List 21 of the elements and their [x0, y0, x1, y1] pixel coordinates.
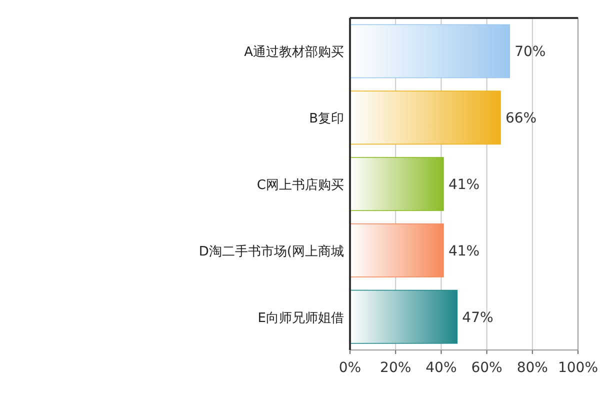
x-tick-label: 0%	[338, 360, 362, 376]
y-tick-label: A通过教材部购买	[244, 45, 344, 60]
y-tick-label: E向师兄师姐借	[258, 310, 344, 326]
x-tick-label: 60%	[471, 360, 502, 376]
x-tick-label: 40%	[426, 360, 457, 376]
bar	[350, 223, 444, 278]
x-tick-label: 100%	[558, 360, 598, 376]
data-label: 66%	[505, 110, 537, 127]
y-tick-label: C网上书店购买	[256, 177, 344, 193]
x-tick-label: 20%	[380, 360, 412, 376]
bar	[350, 157, 444, 211]
data-label: 47%	[462, 310, 494, 326]
y-tick-label: D淘二手书市场(网上商城	[198, 244, 344, 260]
x-tick-label: 80%	[516, 360, 548, 376]
bar	[350, 290, 458, 344]
y-tick-label: B复印	[309, 112, 344, 127]
data-label: 41%	[448, 177, 480, 193]
bar	[350, 24, 510, 78]
data-label: 41%	[448, 243, 480, 260]
bar	[350, 90, 501, 145]
data-label: 70%	[514, 44, 546, 60]
